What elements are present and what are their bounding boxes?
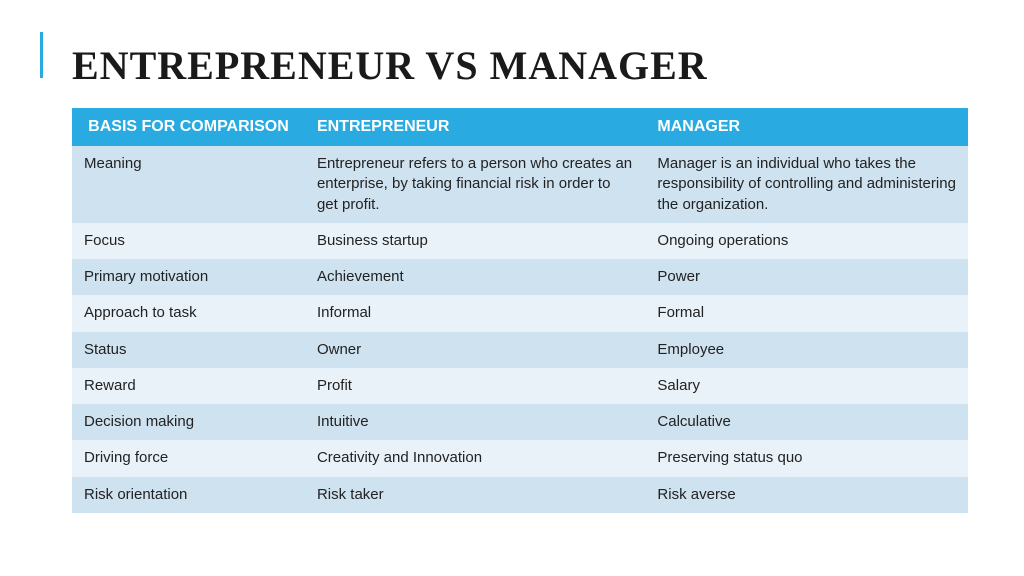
comparison-table: BASIS FOR COMPARISON ENTREPRENEUR MANAGE… [72, 108, 968, 513]
table-row: Meaning Entrepreneur refers to a person … [72, 146, 968, 223]
cell-basis: Primary motivation [72, 259, 305, 295]
cell-manager: Ongoing operations [645, 223, 968, 259]
col-header-basis: BASIS FOR COMPARISON [72, 108, 305, 146]
cell-manager: Employee [645, 332, 968, 368]
cell-entrepreneur: Informal [305, 295, 645, 331]
table-row: Driving force Creativity and Innovation … [72, 440, 968, 476]
table-row: Reward Profit Salary [72, 368, 968, 404]
cell-manager: Formal [645, 295, 968, 331]
cell-basis: Decision making [72, 404, 305, 440]
table-row: Decision making Intuitive Calculative [72, 404, 968, 440]
cell-basis: Focus [72, 223, 305, 259]
cell-basis: Approach to task [72, 295, 305, 331]
cell-manager: Risk averse [645, 477, 968, 513]
cell-basis: Risk orientation [72, 477, 305, 513]
page-title: ENTREPRENEUR VS MANAGER [72, 42, 708, 89]
cell-basis: Reward [72, 368, 305, 404]
table-row: Risk orientation Risk taker Risk averse [72, 477, 968, 513]
cell-entrepreneur: Intuitive [305, 404, 645, 440]
table-body: Meaning Entrepreneur refers to a person … [72, 146, 968, 513]
cell-entrepreneur: Risk taker [305, 477, 645, 513]
cell-basis: Meaning [72, 146, 305, 223]
cell-entrepreneur: Owner [305, 332, 645, 368]
cell-manager: Manager is an individual who takes the r… [645, 146, 968, 223]
cell-entrepreneur: Entrepreneur refers to a person who crea… [305, 146, 645, 223]
cell-entrepreneur: Creativity and Innovation [305, 440, 645, 476]
col-header-entrepreneur: ENTREPRENEUR [305, 108, 645, 146]
title-accent-bar [40, 32, 43, 78]
table-row: Approach to task Informal Formal [72, 295, 968, 331]
cell-manager: Calculative [645, 404, 968, 440]
cell-basis: Status [72, 332, 305, 368]
cell-basis: Driving force [72, 440, 305, 476]
cell-entrepreneur: Business startup [305, 223, 645, 259]
cell-manager: Power [645, 259, 968, 295]
col-header-manager: MANAGER [645, 108, 968, 146]
cell-manager: Salary [645, 368, 968, 404]
table-row: Primary motivation Achievement Power [72, 259, 968, 295]
table-row: Status Owner Employee [72, 332, 968, 368]
cell-manager: Preserving status quo [645, 440, 968, 476]
cell-entrepreneur: Profit [305, 368, 645, 404]
table-header-row: BASIS FOR COMPARISON ENTREPRENEUR MANAGE… [72, 108, 968, 146]
table-row: Focus Business startup Ongoing operation… [72, 223, 968, 259]
cell-entrepreneur: Achievement [305, 259, 645, 295]
